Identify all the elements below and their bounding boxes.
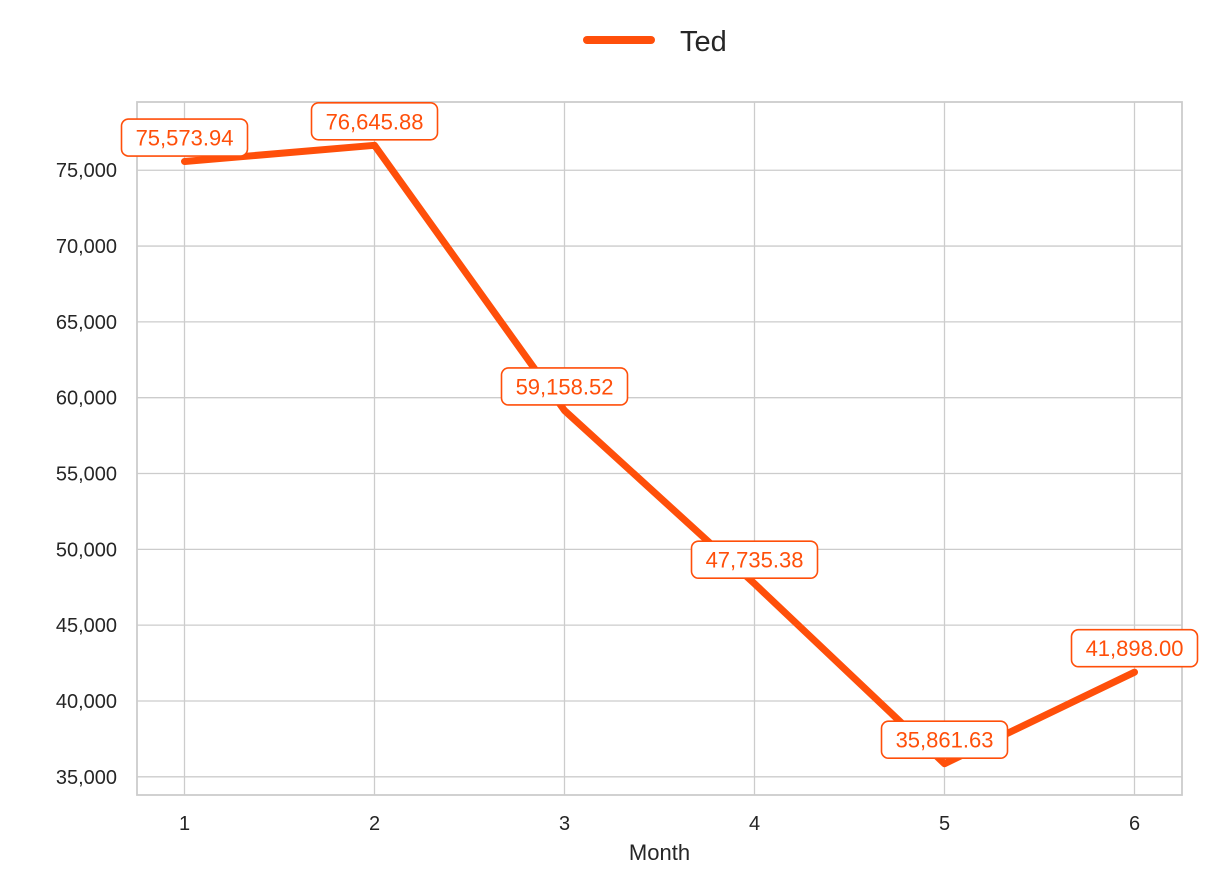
y-tick-label: 70,000: [56, 236, 117, 258]
y-tick-label: 50,000: [56, 539, 117, 561]
data-label-box: [500, 367, 629, 406]
data-label-box: [880, 720, 1009, 760]
plot-frame: [136, 101, 1183, 796]
data-label-text: 75,573.94: [136, 126, 234, 151]
y-tick-label: 55,000: [56, 464, 117, 486]
x-axis-label: Month: [629, 840, 690, 865]
data-label-box: [690, 540, 819, 579]
grid: [137, 102, 1182, 795]
data-label-box: [120, 118, 249, 157]
data-labels: 75,573.94 76,645.88 59,158.52 47,735.38 35,8…: [120, 101, 1199, 760]
y-tick-label: 40,000: [56, 691, 117, 713]
y-tick-label: 60,000: [56, 388, 117, 410]
data-label-text: 35,861.63: [896, 728, 994, 753]
data-label: 59,158.52: [500, 367, 629, 406]
x-tick-label: 1: [179, 813, 190, 835]
y-tick-label: 45,000: [56, 615, 117, 637]
data-label-text: 59,158.52: [516, 374, 614, 399]
y-tick-label: 35,000: [56, 767, 117, 789]
y-tick-label: 65,000: [56, 312, 117, 334]
data-label-text: 47,735.38: [706, 548, 804, 573]
data-label-text: 41,898.00: [1086, 636, 1184, 661]
legend-label-ted: Ted: [680, 26, 727, 58]
legend: Ted: [583, 26, 727, 58]
x-tick-label: 5: [939, 813, 950, 835]
data-label: 35,861.63: [880, 720, 1009, 760]
y-tick-label: 75,000: [56, 160, 117, 182]
x-tick-label: 6: [1129, 813, 1140, 835]
data-label: 75,573.94: [120, 118, 249, 157]
data-label: 41,898.00: [1070, 628, 1199, 668]
data-label-box: [1070, 628, 1199, 668]
x-tick-label: 2: [369, 813, 380, 835]
data-label: 76,645.88: [310, 101, 439, 141]
data-label: 47,735.38: [690, 540, 819, 579]
data-label-box: [310, 101, 439, 141]
data-label-text: 76,645.88: [326, 109, 424, 134]
x-tick-label: 3: [559, 813, 570, 835]
x-tick-label: 4: [749, 813, 760, 835]
axis-ticks: 1 2 3 4 5 6 35,000 40,000 45,000 50,000 55,000 60,0…: [56, 160, 1140, 835]
